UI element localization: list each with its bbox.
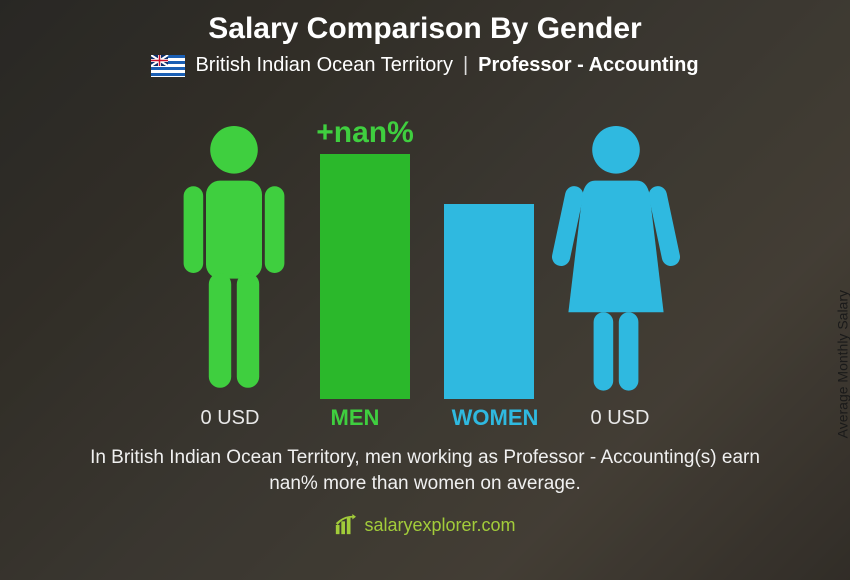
- labels-row: 0 USD MEN WOMEN 0 USD: [0, 405, 850, 431]
- chart: +nan%: [164, 89, 686, 399]
- subtitle: British Indian Ocean Territory | Profess…: [151, 54, 698, 77]
- women-salary: 0 USD: [550, 407, 690, 430]
- women-label: WOMEN: [440, 405, 550, 431]
- page-title: Salary Comparison By Gender: [208, 12, 641, 46]
- footer: salaryexplorer.com: [334, 514, 515, 536]
- diff-label: +nan%: [316, 116, 414, 150]
- flag-icon: [151, 55, 185, 77]
- man-icon: [164, 119, 304, 399]
- subtitle-sep: |: [463, 54, 468, 77]
- footer-site: salaryexplorer.com: [364, 515, 515, 536]
- men-label: MEN: [300, 405, 410, 431]
- subtitle-job: Professor - Accounting: [478, 54, 698, 77]
- y-axis-label: Average Monthly Salary: [834, 290, 850, 438]
- bar-men: [320, 154, 410, 399]
- description: In British Indian Ocean Territory, men w…: [65, 445, 785, 496]
- woman-icon: [546, 119, 686, 399]
- subtitle-region: British Indian Ocean Territory: [195, 54, 453, 77]
- bar-women: [444, 204, 534, 399]
- men-salary: 0 USD: [160, 407, 300, 430]
- logo-icon: [334, 514, 356, 536]
